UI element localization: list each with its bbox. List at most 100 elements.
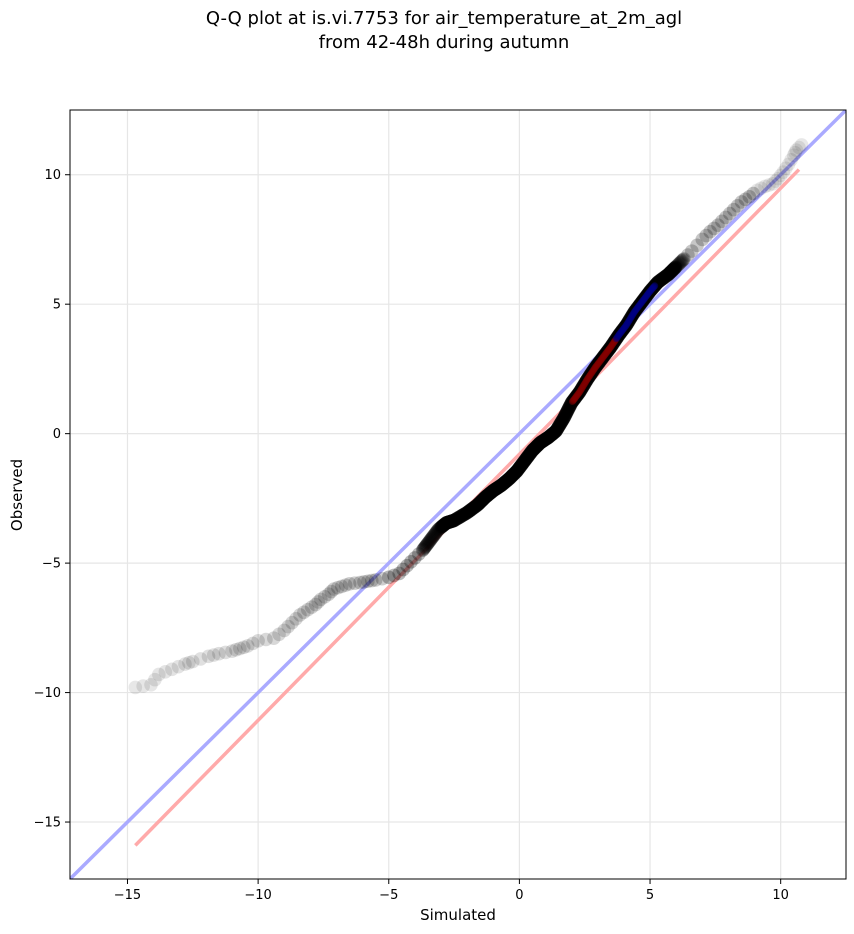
quantile-point (392, 566, 407, 581)
quantile-point (233, 641, 247, 656)
quantile-point (766, 176, 780, 191)
quantile-point (400, 558, 414, 573)
quantile-point-core (610, 338, 618, 346)
quantile-point-core (572, 393, 580, 401)
quantile-point-core (583, 377, 591, 385)
quantile-point (375, 571, 390, 586)
quantile-point-core (579, 382, 587, 390)
quantile-point (423, 533, 438, 547)
quantile-point-core (580, 380, 588, 388)
quantile-point-core (597, 355, 605, 363)
quantile-point (342, 577, 357, 591)
quantile-point (324, 584, 339, 599)
quantile-point (186, 654, 200, 669)
quantile-point (722, 206, 737, 221)
quantile-point (272, 627, 286, 642)
quantile-point (304, 600, 319, 614)
quantile-point-core (613, 334, 621, 342)
quantile-point-core (637, 299, 645, 307)
quantile-point (158, 665, 173, 679)
quantile-point (206, 648, 221, 662)
quantile-point (670, 259, 684, 273)
quantile-point (182, 655, 196, 670)
quantile-point-core (630, 308, 638, 316)
quantile-point (338, 578, 353, 592)
quantile-point (225, 644, 239, 658)
quantile-point-core (587, 369, 595, 377)
quantile-point (730, 199, 745, 213)
quantile-point (738, 192, 753, 207)
quantile-point-core (621, 323, 629, 331)
quantile-point (381, 570, 396, 585)
quantile-point (670, 258, 685, 272)
quantile-point-core (582, 378, 590, 386)
x-tick-label: −15 (114, 888, 141, 903)
quantile-point (281, 619, 295, 634)
quantile-point-core (599, 353, 607, 361)
quantile-point-core (588, 368, 596, 376)
quantile-point-core (609, 339, 617, 347)
quantile-point-core (605, 345, 613, 353)
quantile-point-core (618, 327, 626, 335)
quantile-point-core (608, 341, 616, 349)
quantile-point (424, 531, 439, 546)
quantile-point (695, 232, 710, 247)
quantile-point-core (594, 361, 602, 369)
quantile-point-core (644, 290, 652, 298)
x-tick-label: −10 (244, 888, 271, 903)
quantile-point (408, 551, 422, 565)
quantile-point-core (581, 379, 589, 387)
y-tick-label: 0 (53, 427, 61, 442)
quantile-point (758, 179, 772, 194)
quantile-point-core (611, 337, 619, 345)
quantile-point (668, 260, 683, 275)
grid-lines (70, 110, 846, 879)
quantile-point (771, 171, 785, 186)
quantile-point (420, 537, 435, 551)
quantile-point-core (650, 283, 658, 291)
quantile-point (218, 645, 233, 660)
quantile-point-core (623, 321, 631, 329)
quantile-point (719, 210, 733, 225)
quantile-point-core (592, 363, 600, 371)
quantile-point (418, 540, 432, 554)
quantile-point (419, 539, 433, 553)
quantile-point-core (647, 286, 655, 294)
quantile-point-core (634, 303, 642, 311)
quantile-point-core (589, 367, 597, 375)
quantile-point-core (645, 288, 653, 296)
quantile-point-core (602, 349, 610, 357)
quantile-point (671, 257, 686, 272)
quantile-point (677, 252, 691, 266)
quantile-point-core (576, 387, 584, 395)
quantile-point-core (629, 311, 637, 319)
quantile-point-core (572, 392, 580, 400)
quantile-point (422, 535, 436, 549)
quantile-point (331, 580, 345, 595)
quantile-point (353, 575, 367, 590)
quantile-point (415, 543, 430, 557)
quantile-point-core (574, 390, 582, 398)
quantile-point-core (570, 395, 578, 403)
quantile-point (178, 657, 192, 671)
quantile-point (776, 165, 791, 179)
quantile-point (426, 529, 440, 544)
quantile-point-core (648, 285, 656, 293)
quantile-point (788, 145, 802, 160)
quantile-point (361, 574, 375, 589)
quantile-point (789, 143, 804, 157)
quantile-point-core (632, 306, 640, 314)
quantile-point-core (612, 335, 620, 343)
quantile-point-core (615, 331, 623, 339)
quantile-point-core (619, 325, 627, 333)
y-tick-label: −10 (34, 686, 61, 701)
quantile-point-core (586, 372, 594, 380)
quantile-point-core (578, 384, 586, 392)
quantile-point-core (643, 291, 651, 299)
quantile-point-core (620, 324, 628, 332)
quantile-point (314, 592, 328, 607)
quantile-point-core (638, 298, 646, 306)
quantile-point (300, 602, 315, 617)
y-tick-label: 5 (53, 298, 61, 313)
quantile-point-core (627, 313, 635, 321)
